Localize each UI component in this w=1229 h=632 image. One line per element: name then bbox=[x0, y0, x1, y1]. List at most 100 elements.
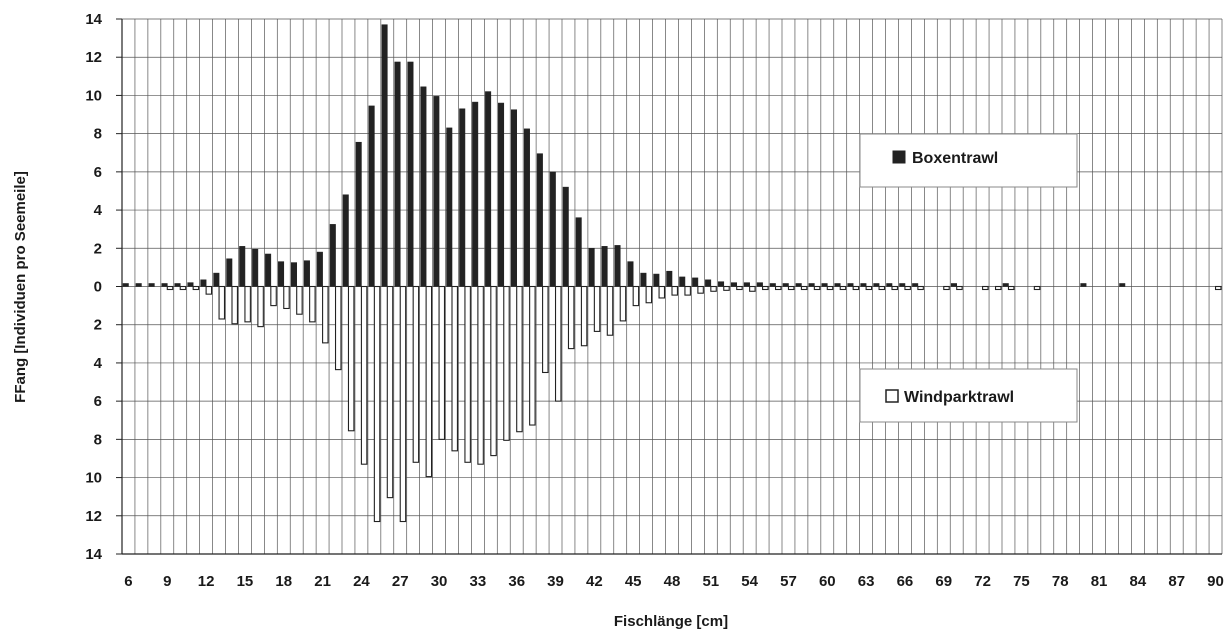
bar-boxentrawl bbox=[420, 86, 427, 287]
bar-windparktrawl bbox=[671, 285, 678, 296]
bar-boxentrawl bbox=[640, 272, 647, 287]
y-tick-label: 10 bbox=[85, 470, 102, 487]
x-tick-label: 45 bbox=[625, 573, 642, 590]
bar-boxentrawl bbox=[498, 102, 505, 287]
x-tick-label: 51 bbox=[702, 573, 719, 590]
y-tick-label: 4 bbox=[94, 202, 103, 219]
bar-boxentrawl bbox=[692, 277, 699, 287]
bar-boxentrawl bbox=[355, 141, 362, 287]
bar-windparktrawl bbox=[749, 285, 756, 292]
bar-windparktrawl bbox=[334, 285, 342, 371]
x-tick-label: 27 bbox=[392, 573, 409, 590]
bar-windparktrawl bbox=[542, 285, 549, 374]
bar-boxentrawl bbox=[756, 282, 763, 287]
bar-boxentrawl bbox=[122, 283, 129, 287]
bar-boxentrawl bbox=[912, 283, 919, 287]
bar-boxentrawl bbox=[899, 283, 906, 287]
bar-windparktrawl bbox=[943, 285, 950, 291]
bar-boxentrawl bbox=[459, 108, 466, 287]
x-axis-title: Fischlänge [cm] bbox=[614, 613, 728, 630]
bar-windparktrawl bbox=[360, 285, 368, 465]
bar-boxentrawl bbox=[627, 261, 634, 287]
x-tick-label: 36 bbox=[508, 573, 525, 590]
x-tick-label: 57 bbox=[780, 573, 797, 590]
bar-windparktrawl bbox=[1033, 285, 1041, 291]
bar-boxentrawl bbox=[446, 127, 453, 287]
bar-windparktrawl bbox=[205, 285, 213, 295]
bar-windparktrawl bbox=[554, 285, 562, 402]
bar-boxentrawl bbox=[278, 261, 285, 287]
bar-windparktrawl bbox=[994, 285, 1002, 291]
bar-windparktrawl bbox=[956, 285, 963, 291]
bar-boxentrawl bbox=[394, 61, 401, 287]
bar-windparktrawl bbox=[166, 285, 174, 291]
bar-windparktrawl bbox=[917, 285, 924, 291]
x-tick-label: 42 bbox=[586, 573, 603, 590]
x-tick-label: 84 bbox=[1130, 573, 1147, 590]
bar-windparktrawl bbox=[412, 285, 420, 463]
bar-boxentrawl bbox=[847, 283, 854, 287]
legend-boxentrawl-swatch bbox=[892, 150, 906, 164]
bar-boxentrawl bbox=[821, 283, 828, 287]
y-tick-label: 14 bbox=[85, 11, 102, 28]
bar-windparktrawl bbox=[477, 285, 484, 465]
bar-boxentrawl bbox=[148, 283, 155, 287]
bar-windparktrawl bbox=[787, 285, 795, 291]
bar-boxentrawl bbox=[873, 283, 880, 287]
bar-windparktrawl bbox=[723, 285, 730, 291]
bar-windparktrawl bbox=[179, 285, 187, 291]
bar-boxentrawl bbox=[614, 245, 621, 287]
bar-windparktrawl bbox=[529, 285, 536, 426]
y-tick-label: 10 bbox=[85, 87, 102, 104]
legend-boxentrawl-label: Boxentrawl bbox=[912, 150, 998, 167]
y-tick-label: 12 bbox=[85, 508, 102, 525]
series-boxentrawl bbox=[122, 24, 1126, 287]
y-tick-label: 8 bbox=[94, 126, 102, 143]
bar-boxentrawl bbox=[161, 283, 168, 287]
y-tick-label: 14 bbox=[85, 546, 102, 563]
bar-windparktrawl bbox=[878, 285, 886, 291]
bar-windparktrawl bbox=[800, 285, 808, 291]
bar-windparktrawl bbox=[839, 285, 847, 291]
bar-boxentrawl bbox=[588, 247, 595, 287]
bar-boxentrawl bbox=[730, 282, 738, 287]
bar-boxentrawl bbox=[472, 101, 479, 287]
bar-boxentrawl bbox=[653, 273, 660, 287]
x-tick-label: 75 bbox=[1013, 573, 1030, 590]
x-tick-label: 60 bbox=[819, 573, 836, 590]
bar-boxentrawl bbox=[303, 260, 310, 287]
x-tick-label: 33 bbox=[470, 573, 487, 590]
bar-boxentrawl bbox=[795, 283, 802, 287]
x-tick-label: 9 bbox=[163, 573, 171, 590]
bar-boxentrawl bbox=[782, 283, 789, 287]
x-tick-label: 12 bbox=[198, 573, 215, 590]
bar-windparktrawl bbox=[606, 285, 614, 336]
x-tick-label: 63 bbox=[858, 573, 875, 590]
x-tick-label: 72 bbox=[974, 573, 991, 590]
y-tick-label: 0 bbox=[94, 279, 102, 296]
bar-boxentrawl bbox=[575, 217, 582, 287]
bar-windparktrawl bbox=[503, 285, 510, 441]
bar-boxentrawl bbox=[316, 251, 323, 287]
bar-windparktrawl bbox=[322, 285, 329, 344]
legend-boxentrawl: Boxentrawl bbox=[859, 133, 1078, 188]
bar-windparktrawl bbox=[231, 285, 238, 325]
bar-boxentrawl bbox=[135, 283, 142, 287]
bar-boxentrawl bbox=[808, 283, 815, 287]
bar-windparktrawl bbox=[865, 285, 873, 291]
y-tick-label: 6 bbox=[94, 164, 102, 181]
x-tick-label: 54 bbox=[741, 573, 758, 590]
bar-windparktrawl bbox=[464, 285, 471, 463]
bar-boxentrawl bbox=[718, 281, 725, 287]
bar-windparktrawl bbox=[645, 285, 653, 304]
bar-boxentrawl bbox=[679, 276, 686, 287]
y-tick-labels: 14 12 10 8 6 4 2 0 2 4 6 8 10 12 14 bbox=[85, 11, 102, 563]
y-tick-label: 8 bbox=[94, 431, 102, 448]
series-windparktrawl bbox=[166, 285, 1222, 523]
x-tick-label: 69 bbox=[935, 573, 952, 590]
bar-boxentrawl bbox=[536, 153, 543, 287]
bar-windparktrawl bbox=[891, 285, 898, 291]
bar-windparktrawl bbox=[451, 285, 458, 452]
